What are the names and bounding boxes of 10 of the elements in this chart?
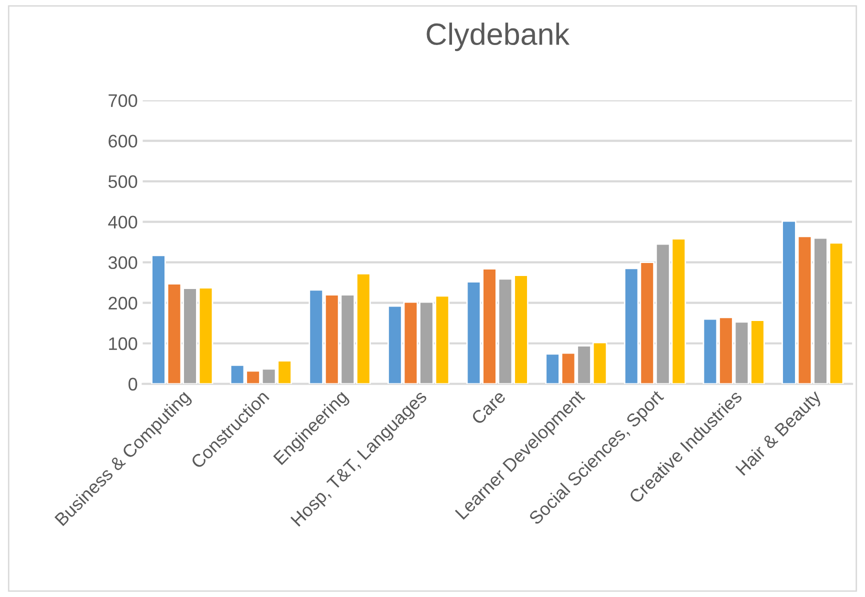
y-tick-label: 100 bbox=[109, 337, 138, 350]
y-tick-label: 700 bbox=[108, 94, 138, 108]
y-tick-label: 300 bbox=[108, 256, 138, 270]
x-tick-label: Care bbox=[470, 390, 506, 426]
y-tick-label: 0 bbox=[128, 378, 138, 391]
y-tick-label: 200 bbox=[108, 296, 138, 310]
y-tick-label: 500 bbox=[108, 175, 138, 188]
y-tick-label: 400 bbox=[108, 216, 138, 229]
y-tick-label: 600 bbox=[108, 134, 138, 148]
chart-title: Clydebank bbox=[426, 22, 570, 52]
